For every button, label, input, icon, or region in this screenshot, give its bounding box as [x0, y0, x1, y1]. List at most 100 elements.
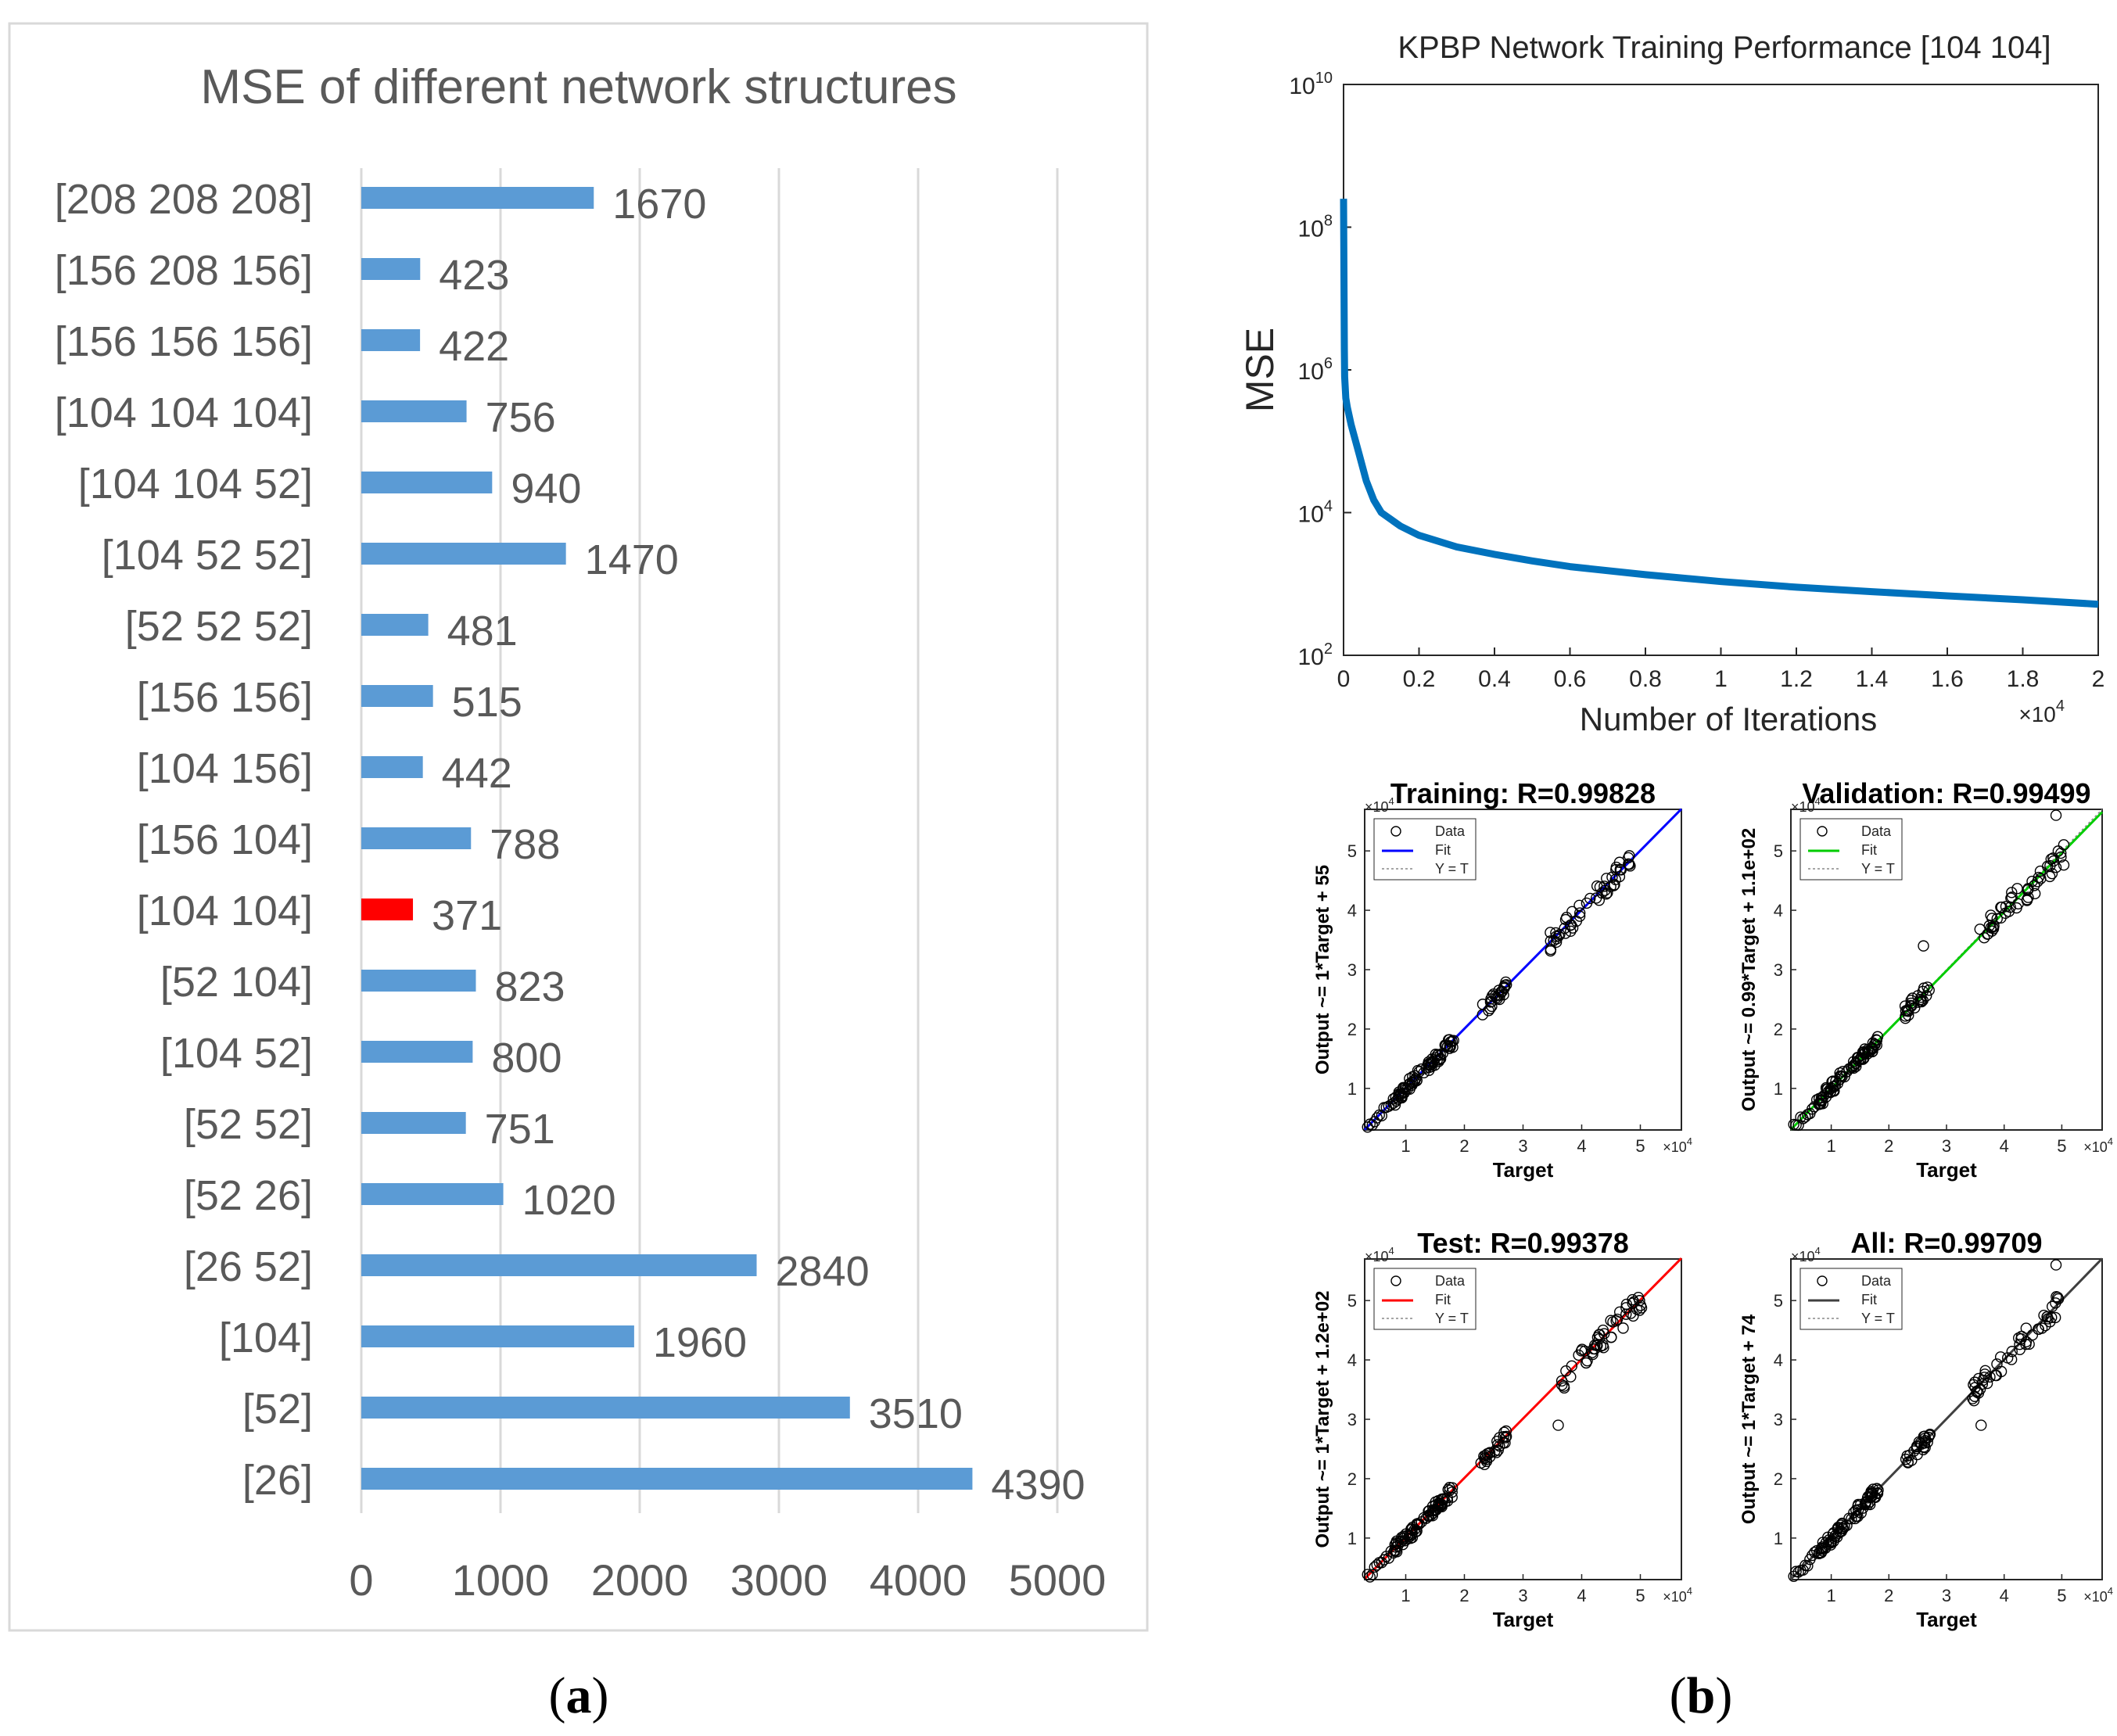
data-point	[2058, 859, 2070, 871]
bar-value-label: 2840	[776, 1248, 870, 1295]
data-point	[1631, 1304, 1643, 1315]
data-point	[2058, 839, 2070, 851]
x-tick-label: 2	[1459, 1586, 1469, 1605]
data-point	[2051, 1291, 2064, 1304]
legend-label: Fit	[1435, 842, 1451, 858]
data-point	[2045, 853, 2057, 865]
data-point	[1576, 1343, 1588, 1355]
data-point	[1867, 1487, 1878, 1499]
y-tick-label: 1	[1774, 1079, 1783, 1099]
data-point	[2014, 1343, 2026, 1355]
data-point	[1904, 1449, 1916, 1462]
perf-y-tick-label: 108	[1298, 213, 1333, 242]
data-point	[1593, 895, 1606, 906]
data-point	[2050, 1297, 2061, 1309]
data-point	[1613, 856, 1626, 868]
data-point	[2014, 1338, 2026, 1350]
bar	[361, 614, 429, 636]
data-point	[1995, 912, 2007, 924]
data-point	[1486, 990, 1498, 1002]
data-point	[1564, 920, 1577, 931]
perf-x-axis-label: Number of Iterations	[1580, 701, 1878, 737]
bar	[361, 1325, 634, 1347]
data-point	[1494, 993, 1505, 1006]
data-point	[1581, 897, 1593, 909]
y-axis-label: Output ~= 0.99*Target + 1.1e+02	[1738, 828, 1760, 1111]
legend-label: Data	[1435, 823, 1466, 839]
data-point	[2055, 847, 2067, 859]
data-point	[1635, 1302, 1648, 1314]
y-tick-label: 5	[1347, 841, 1357, 861]
data-point	[1850, 1510, 1863, 1523]
x-tick-label: 1	[1826, 1136, 1835, 1156]
data-point	[1500, 1425, 1512, 1437]
data-point	[1834, 1526, 1846, 1538]
data-point	[1441, 1041, 1454, 1053]
bar	[361, 400, 467, 422]
category-label: [52 26]	[184, 1172, 313, 1219]
perf-x-tick-label: 0.2	[1403, 666, 1436, 692]
data-point	[1477, 999, 1489, 1010]
bar-value-label: 371	[432, 892, 502, 939]
perf-y-tick-label: 106	[1298, 355, 1333, 385]
data-point	[1835, 1525, 1847, 1537]
data-point	[1978, 931, 1990, 944]
perf-chart-ticks: 0 0.2 0.4 0.6 0.8 1 1.2 1.4 1.6 1.8 2 102 104 106 108 1…	[1289, 70, 2104, 692]
data-point	[1983, 920, 1995, 932]
x-tick-label: 4	[2000, 1136, 2009, 1156]
data-point	[2033, 1323, 2044, 1335]
data-point	[1979, 1372, 1990, 1383]
category-label: [52 52]	[184, 1101, 313, 1148]
legend-label: Fit	[1435, 1292, 1451, 1307]
data-point	[1821, 1083, 1834, 1095]
x-tick-label: 4	[1577, 1136, 1586, 1156]
bar-chart-bars	[361, 187, 973, 1490]
data-point	[1990, 1369, 2001, 1382]
data-point	[2050, 861, 2062, 873]
data-point	[1815, 1547, 1828, 1558]
bar	[361, 258, 421, 280]
bar	[361, 187, 594, 209]
data-point	[2032, 876, 2043, 888]
data-point	[1847, 1056, 1860, 1067]
data-point	[1436, 1499, 1448, 1511]
x-tick-label: 5	[1635, 1586, 1645, 1605]
data-point	[2050, 1259, 2062, 1271]
data-point	[1609, 873, 1621, 885]
panel-a-frame	[8, 22, 1149, 1632]
data-point	[1406, 1079, 1418, 1092]
legend-label: Y = T	[1861, 861, 1895, 877]
data-point	[1480, 1449, 1491, 1462]
x-tick-label: 3	[1518, 1136, 1527, 1156]
data-point	[1986, 925, 1998, 937]
x-tick-label: 1	[1826, 1586, 1835, 1605]
data-point	[1555, 1375, 1568, 1387]
data-point	[1862, 1498, 1874, 1511]
y-tick-label: 5	[1774, 841, 1783, 861]
data-point	[1376, 1110, 1387, 1122]
y-tick-label: 3	[1774, 1410, 1783, 1429]
x-tick-label-2000: 2000	[591, 1555, 689, 1605]
bar	[361, 1183, 504, 1205]
category-label: [104 52 52]	[102, 532, 313, 579]
legend-label: Data	[1435, 1273, 1466, 1289]
bar-value-label: 751	[485, 1106, 555, 1153]
perf-x-tick-label: 1.8	[2007, 666, 2040, 692]
data-point	[1835, 1070, 1847, 1082]
data-point	[1389, 1099, 1401, 1111]
data-point	[1554, 928, 1566, 941]
y-tick-label: 1	[1774, 1529, 1783, 1548]
data-point	[1565, 925, 1577, 938]
data-point	[1856, 1049, 1868, 1061]
bar-value-label: 1960	[653, 1319, 747, 1366]
perf-x-tick-label: 0.4	[1478, 666, 1511, 692]
y-tick-label: 5	[1774, 1291, 1783, 1311]
data-point	[1620, 1308, 1632, 1320]
subplot-title: All: R=0.99709	[1850, 1227, 2042, 1259]
data-point	[1912, 990, 1924, 1002]
perf-y-tick-label: 104	[1298, 498, 1333, 528]
data-point	[2029, 888, 2041, 899]
bar	[361, 1112, 466, 1134]
data-point	[1387, 1097, 1399, 1109]
